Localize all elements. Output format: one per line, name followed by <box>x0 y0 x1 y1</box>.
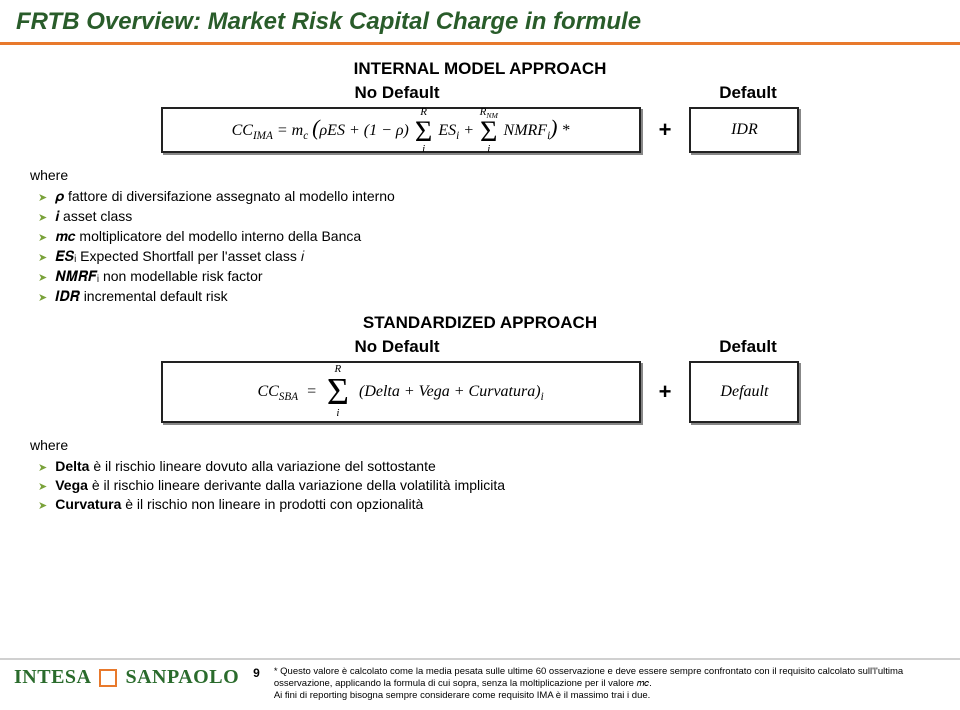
where2-list: Delta è il rischio lineare dovuto alla v… <box>30 457 930 514</box>
sba-plus: + <box>659 361 672 423</box>
where1-item: 𝒊 asset class <box>38 207 930 227</box>
ima-idr-box: IDR <box>689 107 799 153</box>
footer: INTESA SANPAOLO 9 * Questo valore è calc… <box>0 658 960 710</box>
where2-item: Vega è il rischio lineare derivante dall… <box>38 476 930 495</box>
ima-nodefault-label: No Default <box>157 83 637 103</box>
where1-head: where <box>30 167 930 183</box>
where1-list: 𝝆 fattore di diversifazione assegnato al… <box>30 187 930 307</box>
sba-rhs: Default <box>720 383 768 401</box>
ima-formula: CCIMA = mc (ρES + (1 − ρ) ΣRi ESi + ΣRNM… <box>232 115 570 145</box>
sba-formula: CCSBA = ΣRi (Delta + Vega + Curvatura)i <box>257 375 543 409</box>
sba-formula-box: CCSBA = ΣRi (Delta + Vega + Curvatura)i <box>161 361 641 423</box>
ima-heading: INTERNAL MODEL APPROACH <box>30 59 930 79</box>
ima-default-label: Default <box>693 83 803 103</box>
where1-item: 𝝆 fattore di diversifazione assegnato al… <box>38 187 930 207</box>
footnote: * Questo valore è calcolato come la medi… <box>274 666 946 702</box>
logo: INTESA SANPAOLO <box>14 666 239 689</box>
ima-rhs: IDR <box>731 121 758 139</box>
sba-default-box: Default <box>689 361 799 423</box>
logo-text-2: SANPAOLO <box>125 666 239 689</box>
where2-head: where <box>30 437 930 453</box>
where2-item: Curvatura è il rischio non lineare in pr… <box>38 495 930 514</box>
logo-frame-icon <box>99 669 117 687</box>
where1-item: 𝑰𝑫𝑹 incremental default risk <box>38 287 930 307</box>
ima-formula-box: CCIMA = mc (ρES + (1 − ρ) ΣRi ESi + ΣRNM… <box>161 107 641 153</box>
sba-heading: STANDARDIZED APPROACH <box>30 313 930 333</box>
where1-item: 𝒎𝒄 moltiplicatore del modello interno de… <box>38 227 930 247</box>
logo-text-1: INTESA <box>14 666 91 689</box>
sba-nodefault-label: No Default <box>157 337 637 357</box>
page-number: 9 <box>253 666 260 680</box>
sba-default-label: Default <box>693 337 803 357</box>
where2-item: Delta è il rischio lineare dovuto alla v… <box>38 457 930 476</box>
page-title: FRTB Overview: Market Risk Capital Charg… <box>16 8 944 36</box>
where1-item: 𝑵𝑴𝑹𝑭ᵢ non modellable risk factor <box>38 267 930 287</box>
ima-plus: + <box>659 107 672 153</box>
where1-item: 𝑬𝑺ᵢ Expected Shortfall per l'asset class… <box>38 247 930 267</box>
